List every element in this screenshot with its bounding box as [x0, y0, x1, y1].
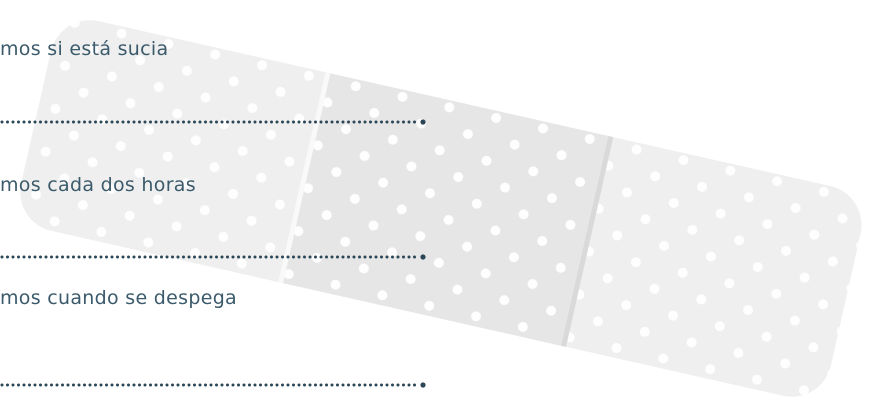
dotted-line-end [420, 119, 425, 124]
item-text: mos si está sucia [0, 38, 168, 60]
item-text: mos cuando se despega [0, 287, 237, 309]
dotted-line-end [420, 254, 425, 259]
dotted-line-end [420, 382, 425, 387]
bandage [12, 12, 869, 404]
page: mos si está sucia mos cada dos horas mos… [0, 0, 871, 412]
illustration: mos si está sucia mos cada dos horas mos… [0, 0, 871, 412]
perforations [12, 12, 869, 404]
item-text: mos cada dos horas [0, 174, 196, 196]
